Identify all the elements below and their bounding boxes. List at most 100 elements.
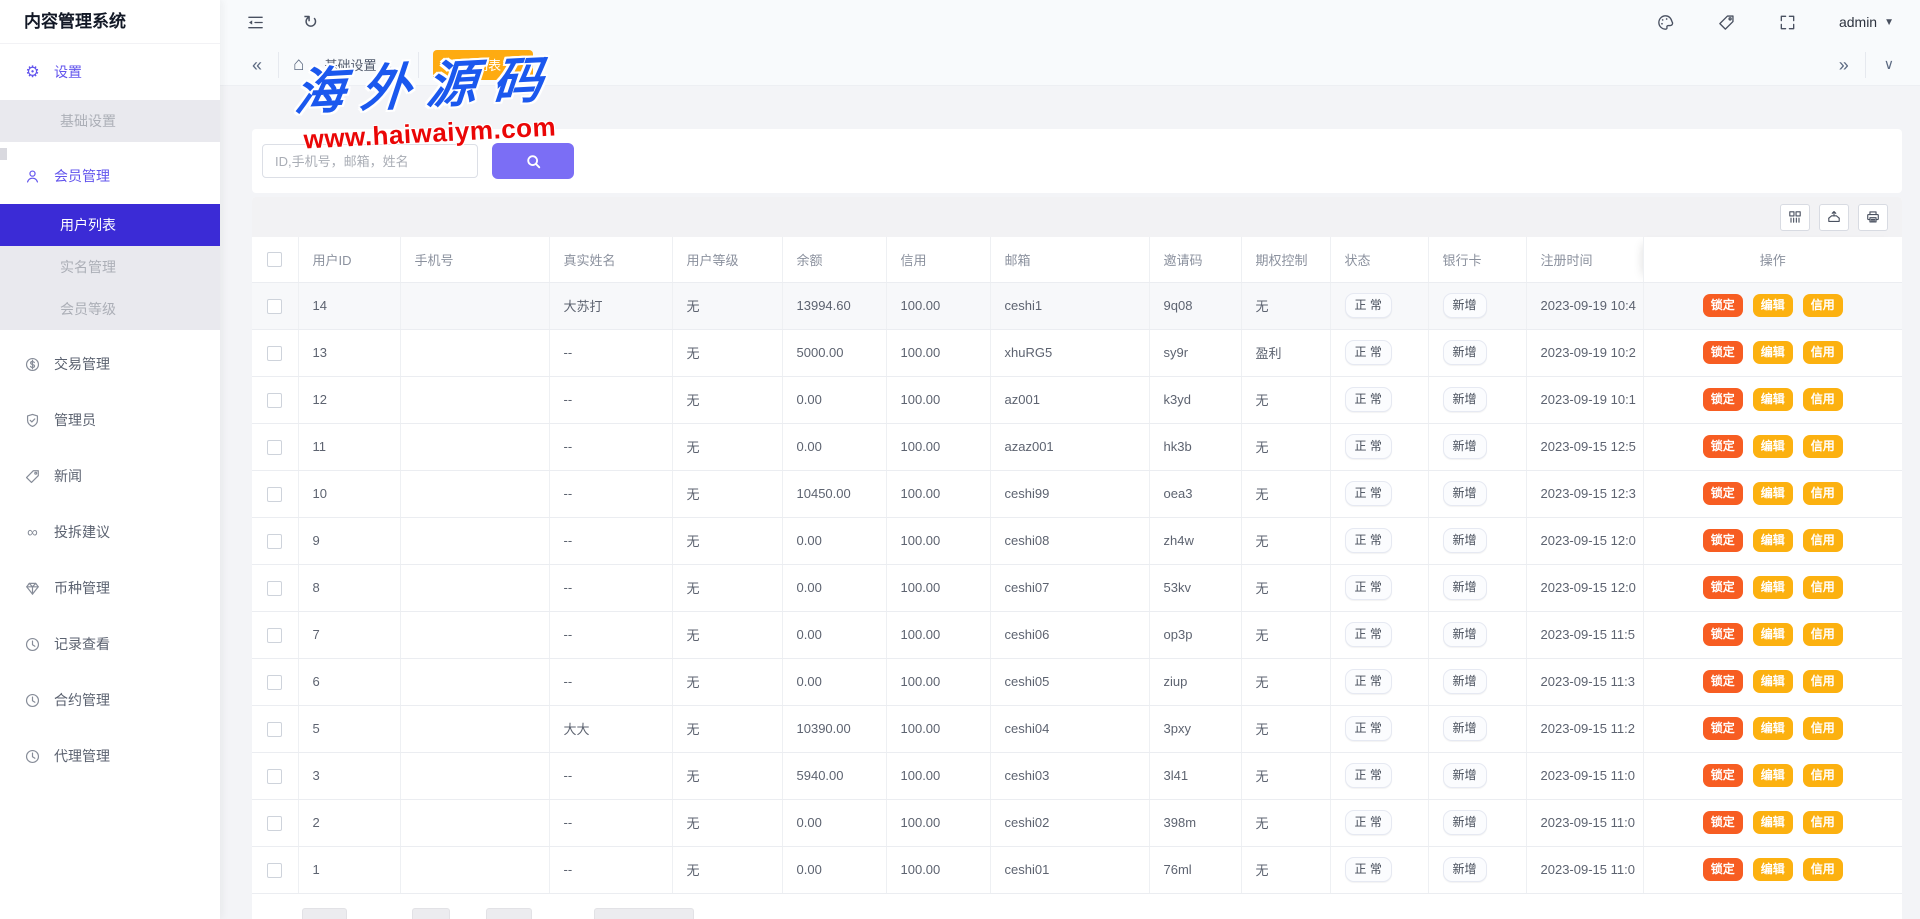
edit-button[interactable]: 编辑 bbox=[1752, 622, 1793, 647]
credit-button[interactable]: 信用 bbox=[1802, 293, 1843, 318]
tabs-scroll-left-icon[interactable]: « bbox=[252, 54, 263, 75]
home-icon[interactable]: ⌂ bbox=[293, 53, 305, 75]
export-icon[interactable] bbox=[1819, 203, 1849, 231]
row-checkbox[interactable] bbox=[267, 815, 283, 831]
edit-button[interactable]: 编辑 bbox=[1752, 669, 1793, 694]
tag-icon[interactable] bbox=[1717, 13, 1736, 32]
sidebar-item-member-level[interactable]: 会员等级 bbox=[0, 288, 220, 330]
edit-button[interactable]: 编辑 bbox=[1752, 528, 1793, 553]
sidebar-item-settings[interactable]: ⚙ 设置 bbox=[0, 50, 220, 94]
lock-button[interactable]: 锁定 bbox=[1702, 434, 1743, 459]
edit-button[interactable]: 编辑 bbox=[1752, 575, 1793, 600]
row-checkbox[interactable] bbox=[267, 674, 283, 690]
credit-button[interactable]: 信用 bbox=[1802, 716, 1843, 741]
bank-card-add-button[interactable]: 新增 bbox=[1442, 481, 1487, 506]
pagination-control[interactable] bbox=[302, 907, 347, 919]
edit-button[interactable]: 编辑 bbox=[1752, 857, 1793, 882]
credit-button[interactable]: 信用 bbox=[1802, 434, 1843, 459]
sidebar-item-user-list[interactable]: 用户列表 bbox=[0, 204, 220, 246]
credit-button[interactable]: 信用 bbox=[1802, 528, 1843, 553]
bank-card-add-button[interactable]: 新增 bbox=[1442, 528, 1487, 553]
row-checkbox[interactable] bbox=[267, 721, 283, 737]
lock-button[interactable]: 锁定 bbox=[1702, 387, 1743, 412]
pagination-control[interactable] bbox=[486, 907, 532, 919]
sidebar-item-realname-management[interactable]: 实名管理 bbox=[0, 246, 220, 288]
edit-button[interactable]: 编辑 bbox=[1752, 763, 1793, 788]
lock-button[interactable]: 锁定 bbox=[1702, 763, 1743, 788]
lock-button[interactable]: 锁定 bbox=[1702, 810, 1743, 835]
credit-button[interactable]: 信用 bbox=[1802, 387, 1843, 412]
lock-button[interactable]: 锁定 bbox=[1702, 575, 1743, 600]
collapse-sidebar-icon[interactable] bbox=[246, 13, 265, 32]
sidebar-item-contract-management[interactable]: 合约管理 bbox=[0, 678, 220, 722]
tab-basic-settings[interactable]: 基础设置 × bbox=[309, 50, 409, 80]
row-checkbox[interactable] bbox=[267, 862, 283, 878]
bank-card-add-button[interactable]: 新增 bbox=[1442, 575, 1487, 600]
column-settings-icon[interactable] bbox=[1780, 203, 1810, 231]
sidebar-item-record-view[interactable]: 记录查看 bbox=[0, 622, 220, 666]
sidebar-item-news[interactable]: 新闻 bbox=[0, 454, 220, 498]
edit-button[interactable]: 编辑 bbox=[1752, 810, 1793, 835]
credit-button[interactable]: 信用 bbox=[1802, 857, 1843, 882]
bank-card-add-button[interactable]: 新增 bbox=[1442, 810, 1487, 835]
credit-button[interactable]: 信用 bbox=[1802, 622, 1843, 647]
bank-card-add-button[interactable]: 新增 bbox=[1442, 857, 1487, 882]
pagination-control[interactable] bbox=[594, 907, 694, 919]
sidebar-item-coin-management[interactable]: 币种管理 bbox=[0, 566, 220, 610]
edit-button[interactable]: 编辑 bbox=[1752, 481, 1793, 506]
tab-user-list[interactable]: 用户列表 × bbox=[433, 49, 533, 80]
lock-button[interactable]: 锁定 bbox=[1702, 528, 1743, 553]
bank-card-add-button[interactable]: 新增 bbox=[1442, 763, 1487, 788]
refresh-icon[interactable]: ↻ bbox=[303, 12, 319, 32]
lock-button[interactable]: 锁定 bbox=[1702, 293, 1743, 318]
bank-card-add-button[interactable]: 新增 bbox=[1442, 434, 1487, 459]
close-icon[interactable]: × bbox=[509, 57, 517, 72]
credit-button[interactable]: 信用 bbox=[1802, 669, 1843, 694]
sidebar-item-member-management[interactable]: 会员管理 bbox=[0, 154, 220, 198]
select-all-checkbox[interactable] bbox=[267, 252, 283, 268]
print-icon[interactable] bbox=[1858, 203, 1888, 231]
row-checkbox[interactable] bbox=[267, 345, 283, 361]
lock-button[interactable]: 锁定 bbox=[1702, 669, 1743, 694]
row-checkbox[interactable] bbox=[267, 486, 283, 502]
edit-button[interactable]: 编辑 bbox=[1752, 340, 1793, 365]
row-checkbox[interactable] bbox=[267, 533, 283, 549]
row-checkbox[interactable] bbox=[267, 580, 283, 596]
bank-card-add-button[interactable]: 新增 bbox=[1442, 293, 1487, 318]
row-checkbox[interactable] bbox=[267, 627, 283, 643]
sidebar-item-basic-settings[interactable]: 基础设置 bbox=[0, 100, 220, 142]
edit-button[interactable]: 编辑 bbox=[1752, 387, 1793, 412]
row-checkbox[interactable] bbox=[267, 392, 283, 408]
credit-button[interactable]: 信用 bbox=[1802, 575, 1843, 600]
sidebar-item-agent-management[interactable]: 代理管理 bbox=[0, 734, 220, 778]
bank-card-add-button[interactable]: 新增 bbox=[1442, 669, 1487, 694]
credit-button[interactable]: 信用 bbox=[1802, 481, 1843, 506]
bank-card-add-button[interactable]: 新增 bbox=[1442, 340, 1487, 365]
user-menu[interactable]: admin ▼ bbox=[1839, 14, 1894, 30]
lock-button[interactable]: 锁定 bbox=[1702, 716, 1743, 741]
edit-button[interactable]: 编辑 bbox=[1752, 434, 1793, 459]
bank-card-add-button[interactable]: 新增 bbox=[1442, 387, 1487, 412]
bank-card-add-button[interactable]: 新增 bbox=[1442, 716, 1487, 741]
theme-palette-icon[interactable] bbox=[1656, 13, 1675, 32]
credit-button[interactable]: 信用 bbox=[1802, 763, 1843, 788]
sidebar-item-admin-management[interactable]: 管理员 bbox=[0, 398, 220, 442]
credit-button[interactable]: 信用 bbox=[1802, 340, 1843, 365]
search-input[interactable] bbox=[262, 144, 478, 178]
lock-button[interactable]: 锁定 bbox=[1702, 622, 1743, 647]
fullscreen-icon[interactable] bbox=[1778, 13, 1797, 32]
row-checkbox[interactable] bbox=[267, 439, 283, 455]
sidebar-item-trade-management[interactable]: 交易管理 bbox=[0, 342, 220, 386]
tabs-more-icon[interactable]: ∨ bbox=[1883, 56, 1894, 72]
row-checkbox[interactable] bbox=[267, 298, 283, 314]
sidebar-item-suggestions[interactable]: ∞ 投拆建议 bbox=[0, 510, 220, 554]
tabs-scroll-right-icon[interactable]: » bbox=[1838, 54, 1849, 75]
pagination-control[interactable] bbox=[412, 907, 450, 919]
row-checkbox[interactable] bbox=[267, 768, 283, 784]
edit-button[interactable]: 编辑 bbox=[1752, 293, 1793, 318]
lock-button[interactable]: 锁定 bbox=[1702, 857, 1743, 882]
close-icon[interactable]: × bbox=[384, 57, 393, 72]
search-button[interactable] bbox=[492, 143, 574, 179]
lock-button[interactable]: 锁定 bbox=[1702, 481, 1743, 506]
edit-button[interactable]: 编辑 bbox=[1752, 716, 1793, 741]
